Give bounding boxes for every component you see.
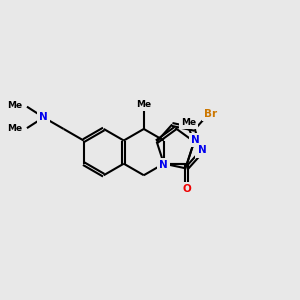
Text: N: N — [191, 135, 200, 146]
Text: Br: Br — [204, 109, 218, 119]
Text: Me: Me — [136, 100, 152, 109]
Text: N: N — [39, 112, 48, 122]
Text: Me: Me — [181, 118, 196, 127]
Text: N: N — [198, 146, 206, 155]
Text: O: O — [183, 184, 191, 194]
Text: Me: Me — [8, 101, 23, 110]
Text: Me: Me — [8, 124, 23, 134]
Text: N: N — [160, 160, 168, 170]
